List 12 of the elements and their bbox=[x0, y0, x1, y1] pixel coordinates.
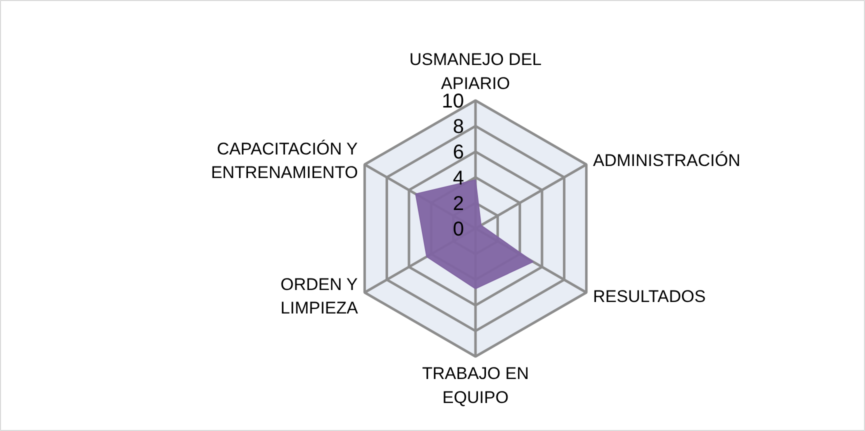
y-tick-label: 8 bbox=[452, 116, 464, 138]
spoke-label: USMANEJO DEL APIARIO bbox=[409, 50, 542, 93]
y-tick-label: 10 bbox=[442, 90, 464, 112]
y-tick-label: 2 bbox=[452, 192, 464, 215]
spoke-label: RESULTADOS bbox=[593, 286, 706, 306]
spoke-label: CAPACITACIÓN Y ENTRENAMIENTO bbox=[210, 139, 358, 182]
spoke-label: ADMINISTRACIÓN bbox=[593, 151, 740, 170]
y-tick-label: 4 bbox=[452, 167, 464, 190]
y-tick-label: 6 bbox=[452, 142, 464, 164]
y-tick-label: 0 bbox=[452, 218, 464, 240]
spoke-label: TRABAJO EN EQUIPO bbox=[422, 364, 529, 407]
spoke-label: ORDEN Y LIMPIEZA bbox=[280, 274, 359, 318]
